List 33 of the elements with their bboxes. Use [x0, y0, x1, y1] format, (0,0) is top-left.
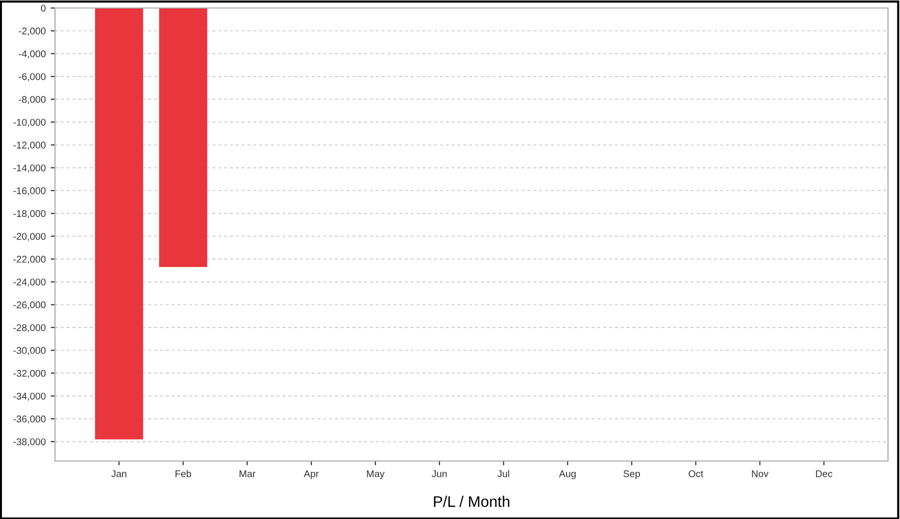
- x-tick-label: Sep: [623, 470, 640, 480]
- y-tick-label: -20,000: [13, 232, 46, 241]
- x-tick-label: Aug: [558, 470, 576, 480]
- y-tick-label: 0: [40, 4, 46, 12]
- y-tick-label: -8,000: [18, 96, 46, 104]
- y-tick-label: -6,000: [18, 73, 46, 82]
- x-tick-label: Jun: [432, 470, 447, 478]
- y-tick-label: -28,000: [13, 324, 46, 332]
- x-tick-label: Nov: [752, 470, 768, 478]
- x-tick-label: Jul: [497, 470, 510, 478]
- x-axis-title: P/L / Month: [434, 496, 510, 507]
- y-tick-label: -16,000: [13, 187, 46, 196]
- y-tick-label: -12,000: [13, 142, 46, 150]
- x-tick-label: Oct: [688, 470, 704, 478]
- y-tick-label: -24,000: [13, 278, 46, 287]
- y-tick-label: -10,000: [13, 118, 46, 127]
- y-tick-label: -18,000: [13, 210, 46, 218]
- x-tick-label: Apr: [304, 470, 319, 480]
- y-tick-label: -34,000: [13, 392, 46, 401]
- y-tick-label: -32,000: [13, 370, 46, 378]
- y-tick-label: -26,000: [13, 301, 46, 310]
- x-tick-label: Feb: [176, 470, 192, 478]
- x-tick-label: Mar: [240, 470, 256, 478]
- y-tick-label: -36,000: [13, 416, 46, 424]
- y-tick-label: -30,000: [13, 347, 46, 356]
- x-tick-label: Dec: [816, 470, 832, 478]
- x-tick-label: Jan: [111, 470, 126, 478]
- y-tick-label: -38,000: [13, 438, 46, 446]
- y-tick-label: -22,000: [13, 256, 46, 264]
- x-tick-label: May: [367, 470, 385, 480]
- y-tick-label: -4,000: [18, 50, 46, 58]
- y-tick-label: -2,000: [18, 28, 46, 36]
- y-tick-label: -14,000: [13, 164, 46, 173]
